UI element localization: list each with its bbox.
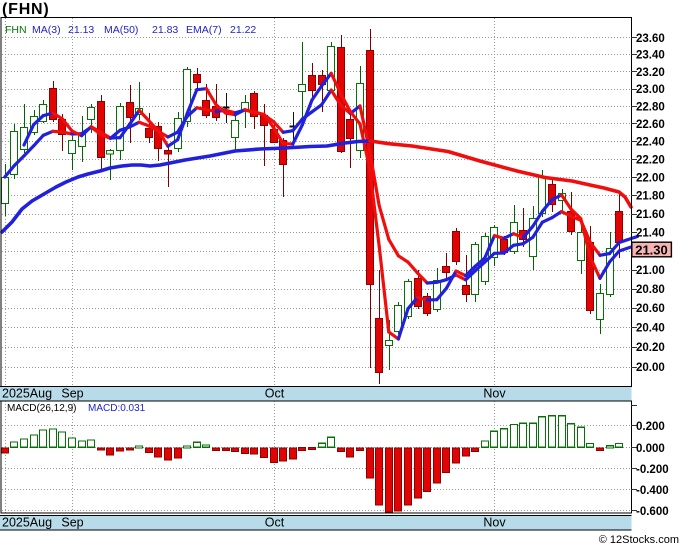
svg-text:Sep: Sep [61,387,83,401]
svg-text:-0.400: -0.400 [636,485,669,497]
svg-text:2025Aug: 2025Aug [2,387,52,401]
svg-text:(FHN): (FHN) [2,1,50,18]
svg-text:20.00: 20.00 [636,362,665,374]
svg-text:21.30: 21.30 [635,243,668,258]
svg-text:EMA(7): EMA(7) [186,24,222,36]
svg-text:22.40: 22.40 [636,137,665,149]
svg-text:21.83: 21.83 [152,24,178,36]
svg-text:MA(50): MA(50) [104,24,138,36]
svg-text:23.00: 23.00 [636,84,665,96]
svg-text:Nov: Nov [483,387,506,401]
svg-text:21.22: 21.22 [230,24,256,36]
svg-text:21.60: 21.60 [636,209,665,221]
svg-text:22.60: 22.60 [636,119,665,131]
svg-text:2025Aug: 2025Aug [2,516,52,530]
svg-text:21.00: 21.00 [636,265,665,277]
svg-text:Oct: Oct [265,516,285,530]
svg-text:23.40: 23.40 [636,50,665,62]
svg-text:23.60: 23.60 [636,33,665,45]
svg-text:MA(3): MA(3) [32,24,61,36]
svg-text:Sep: Sep [61,516,83,530]
svg-text:21.40: 21.40 [636,227,665,239]
svg-text:Oct: Oct [265,387,285,401]
svg-text:21.80: 21.80 [636,191,665,203]
svg-text:© 12Stocks.com: © 12Stocks.com [599,534,679,546]
svg-text:20.60: 20.60 [636,303,665,315]
svg-text:-0.200: -0.200 [636,464,669,476]
svg-text:20.20: 20.20 [636,342,665,354]
svg-text:22.00: 22.00 [636,172,665,184]
svg-text:20.80: 20.80 [636,284,665,296]
svg-text:20.40: 20.40 [636,323,665,335]
svg-text:22.80: 22.80 [636,101,665,113]
svg-text:-0.600: -0.600 [636,506,669,518]
svg-text:Nov: Nov [483,516,506,530]
svg-text:22.20: 22.20 [636,154,665,166]
svg-text:0.000: 0.000 [636,443,665,455]
svg-text:MACD:0.031: MACD:0.031 [88,403,146,414]
svg-text:0.200: 0.200 [636,421,665,433]
svg-text:23.20: 23.20 [636,67,665,79]
svg-text:MACD(26,12,9): MACD(26,12,9) [7,403,76,414]
svg-text:FHN: FHN [5,24,27,36]
svg-text:21.13: 21.13 [68,24,94,36]
